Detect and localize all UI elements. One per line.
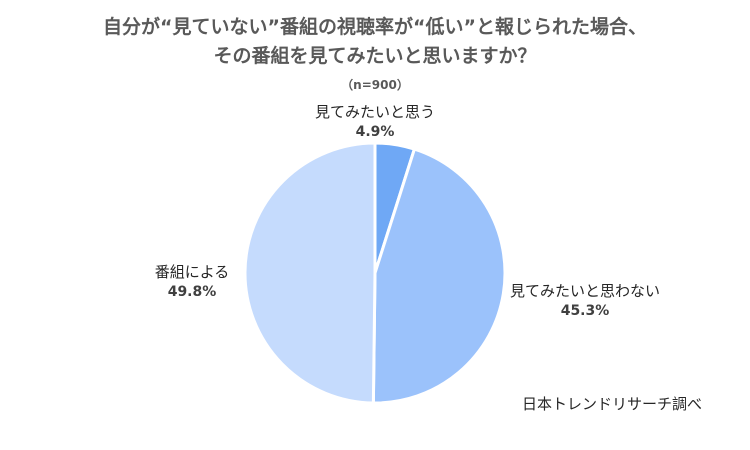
chart-title-line2: その番組を見てみたいと思いますか？: [213, 45, 537, 67]
slice-value-want: 4.9%: [355, 124, 395, 140]
slice-value-not-want: 45.3%: [560, 303, 610, 319]
slice-label-want: 見てみたいと思う 4.9%: [300, 102, 450, 142]
slice-value-depends: 49.8%: [167, 284, 217, 300]
slice-label-not-want: 見てみたいと思わない 45.3%: [500, 281, 670, 321]
source-credit: 日本トレンドリサーチ調べ: [522, 395, 703, 413]
slice-depends: [243, 141, 377, 405]
chart-title-line1: 自分が“見ていない”番組の視聴率が“低い”と報じられた場合、: [103, 16, 647, 38]
slice-name-not-want: 見てみたいと思わない: [509, 282, 660, 300]
slice-not-want: [371, 147, 507, 405]
slice-name-want: 見てみたいと思う: [314, 103, 435, 121]
sample-size-note: （n=900）: [341, 78, 409, 92]
slice-name-depends: 番組による: [154, 263, 230, 281]
slice-label-depends: 番組による 49.8%: [132, 262, 252, 302]
